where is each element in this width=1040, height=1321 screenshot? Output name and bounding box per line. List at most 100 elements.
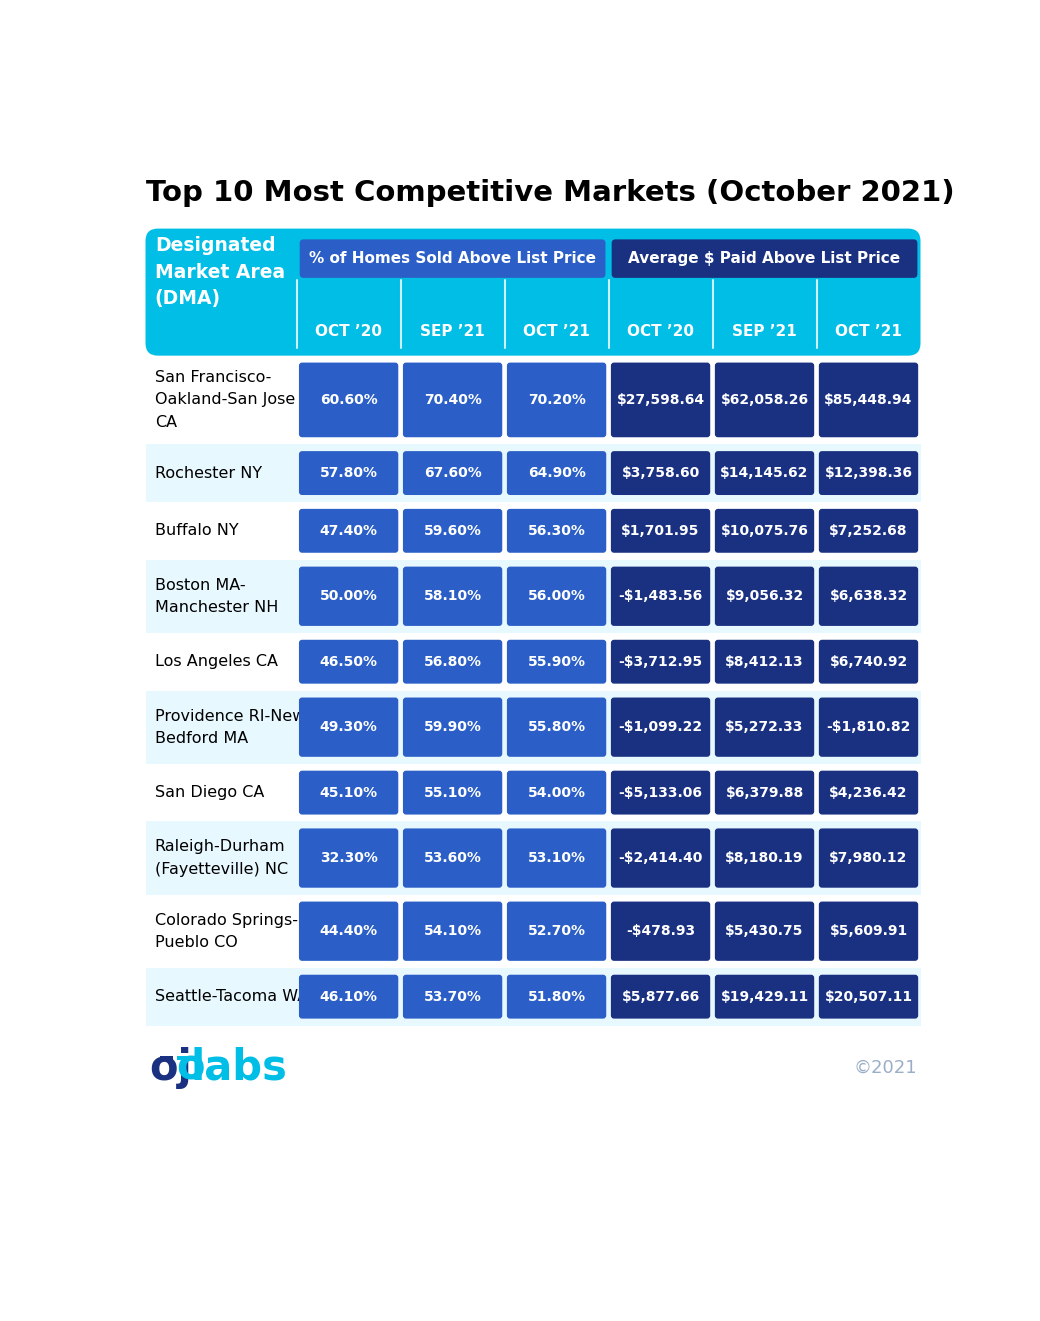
Text: 46.10%: 46.10% bbox=[319, 989, 378, 1004]
Text: Los Angeles CA: Los Angeles CA bbox=[155, 654, 278, 670]
FancyBboxPatch shape bbox=[402, 639, 502, 684]
Text: Boston MA-
Manchester NH: Boston MA- Manchester NH bbox=[155, 577, 278, 614]
FancyBboxPatch shape bbox=[298, 828, 398, 888]
Text: -$1,483.56: -$1,483.56 bbox=[619, 589, 703, 604]
FancyBboxPatch shape bbox=[506, 770, 606, 815]
FancyBboxPatch shape bbox=[298, 362, 398, 437]
Text: Average $ Paid Above List Price: Average $ Paid Above List Price bbox=[628, 251, 901, 266]
Text: 54.00%: 54.00% bbox=[527, 786, 586, 799]
Bar bbox=[160, 1057, 173, 1061]
Bar bbox=[146, 502, 920, 560]
FancyBboxPatch shape bbox=[714, 828, 814, 888]
Text: 58.10%: 58.10% bbox=[423, 589, 482, 604]
Text: $9,056.32: $9,056.32 bbox=[726, 589, 804, 604]
Text: 55.90%: 55.90% bbox=[527, 655, 586, 668]
Text: 70.20%: 70.20% bbox=[527, 392, 586, 407]
FancyBboxPatch shape bbox=[610, 567, 710, 626]
Text: OCT ’21: OCT ’21 bbox=[835, 324, 902, 338]
Text: -$1,099.22: -$1,099.22 bbox=[619, 720, 703, 734]
Text: % of Homes Sold Above List Price: % of Homes Sold Above List Price bbox=[309, 251, 596, 266]
Text: SEP ’21: SEP ’21 bbox=[420, 324, 485, 338]
Text: 44.40%: 44.40% bbox=[319, 925, 378, 938]
Bar bbox=[146, 691, 920, 764]
Text: 55.80%: 55.80% bbox=[527, 720, 586, 734]
Text: Buffalo NY: Buffalo NY bbox=[155, 523, 238, 539]
Text: $6,740.92: $6,740.92 bbox=[829, 655, 908, 668]
Text: 56.80%: 56.80% bbox=[423, 655, 482, 668]
FancyBboxPatch shape bbox=[610, 509, 710, 552]
Text: $1,701.95: $1,701.95 bbox=[621, 524, 700, 538]
Text: Seattle-Tacoma WA: Seattle-Tacoma WA bbox=[155, 989, 308, 1004]
Text: 59.90%: 59.90% bbox=[423, 720, 482, 734]
Text: San Diego CA: San Diego CA bbox=[155, 785, 264, 801]
FancyBboxPatch shape bbox=[298, 450, 398, 495]
Text: $5,272.33: $5,272.33 bbox=[725, 720, 804, 734]
Text: -$1,810.82: -$1,810.82 bbox=[827, 720, 911, 734]
FancyBboxPatch shape bbox=[402, 901, 502, 960]
Text: $5,609.91: $5,609.91 bbox=[829, 925, 908, 938]
FancyBboxPatch shape bbox=[506, 975, 606, 1018]
Text: 57.80%: 57.80% bbox=[319, 466, 378, 480]
Text: $3,758.60: $3,758.60 bbox=[622, 466, 700, 480]
FancyBboxPatch shape bbox=[818, 828, 918, 888]
Bar bbox=[146, 560, 920, 633]
FancyBboxPatch shape bbox=[506, 901, 606, 960]
FancyBboxPatch shape bbox=[818, 567, 918, 626]
Text: Providence RI-New
Bedford MA: Providence RI-New Bedford MA bbox=[155, 708, 305, 746]
Text: -$478.93: -$478.93 bbox=[626, 925, 695, 938]
FancyBboxPatch shape bbox=[818, 450, 918, 495]
Text: Top 10 Most Competitive Markets (October 2021): Top 10 Most Competitive Markets (October… bbox=[146, 178, 954, 206]
FancyBboxPatch shape bbox=[610, 450, 710, 495]
Bar bbox=[146, 822, 920, 894]
FancyBboxPatch shape bbox=[610, 362, 710, 437]
FancyBboxPatch shape bbox=[298, 975, 398, 1018]
Text: 70.40%: 70.40% bbox=[423, 392, 482, 407]
Text: 55.10%: 55.10% bbox=[423, 786, 482, 799]
FancyBboxPatch shape bbox=[818, 770, 918, 815]
Text: $85,448.94: $85,448.94 bbox=[825, 392, 913, 407]
FancyBboxPatch shape bbox=[506, 697, 606, 757]
FancyBboxPatch shape bbox=[714, 567, 814, 626]
Text: $5,430.75: $5,430.75 bbox=[725, 925, 804, 938]
FancyBboxPatch shape bbox=[714, 975, 814, 1018]
FancyBboxPatch shape bbox=[506, 828, 606, 888]
Text: OCT ’20: OCT ’20 bbox=[627, 324, 694, 338]
Text: 46.50%: 46.50% bbox=[319, 655, 378, 668]
Text: $7,980.12: $7,980.12 bbox=[829, 851, 908, 865]
FancyBboxPatch shape bbox=[610, 639, 710, 684]
Text: 53.10%: 53.10% bbox=[527, 851, 586, 865]
FancyBboxPatch shape bbox=[610, 975, 710, 1018]
Bar bbox=[146, 968, 920, 1025]
FancyBboxPatch shape bbox=[714, 901, 814, 960]
Text: 67.60%: 67.60% bbox=[423, 466, 482, 480]
FancyBboxPatch shape bbox=[298, 567, 398, 626]
Text: Designated
Market Area
(DMA): Designated Market Area (DMA) bbox=[155, 236, 285, 308]
Text: $19,429.11: $19,429.11 bbox=[721, 989, 809, 1004]
FancyBboxPatch shape bbox=[610, 697, 710, 757]
Text: 51.80%: 51.80% bbox=[527, 989, 586, 1004]
Text: 53.60%: 53.60% bbox=[423, 851, 482, 865]
Text: -$5,133.06: -$5,133.06 bbox=[619, 786, 703, 799]
FancyBboxPatch shape bbox=[402, 770, 502, 815]
Text: 52.70%: 52.70% bbox=[527, 925, 586, 938]
Text: Rochester NY: Rochester NY bbox=[155, 465, 262, 481]
Text: 54.10%: 54.10% bbox=[423, 925, 482, 938]
FancyBboxPatch shape bbox=[402, 362, 502, 437]
Text: ©2021: ©2021 bbox=[853, 1059, 916, 1077]
FancyBboxPatch shape bbox=[610, 770, 710, 815]
FancyBboxPatch shape bbox=[402, 450, 502, 495]
Text: Colorado Springs-
Pueblo CO: Colorado Springs- Pueblo CO bbox=[155, 913, 297, 950]
Text: labs: labs bbox=[190, 1046, 287, 1089]
FancyBboxPatch shape bbox=[506, 362, 606, 437]
Text: $4,236.42: $4,236.42 bbox=[829, 786, 908, 799]
Text: 60.60%: 60.60% bbox=[319, 392, 378, 407]
FancyBboxPatch shape bbox=[714, 362, 814, 437]
Bar bbox=[146, 764, 920, 822]
Text: $6,379.88: $6,379.88 bbox=[726, 786, 804, 799]
Bar bbox=[146, 444, 920, 502]
Text: 49.30%: 49.30% bbox=[319, 720, 378, 734]
Text: $6,638.32: $6,638.32 bbox=[829, 589, 908, 604]
FancyBboxPatch shape bbox=[506, 450, 606, 495]
Text: o: o bbox=[177, 1046, 205, 1089]
Text: 45.10%: 45.10% bbox=[319, 786, 378, 799]
